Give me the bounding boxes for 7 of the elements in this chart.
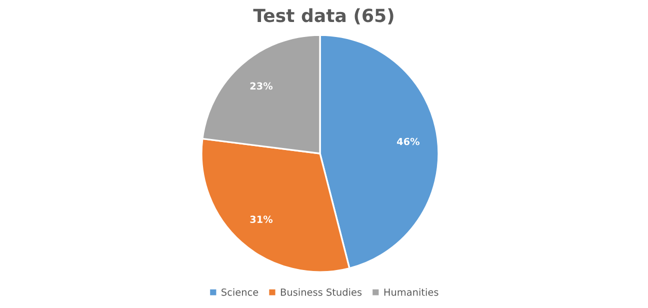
data-label: 31%	[250, 216, 273, 223]
data-label: 46%	[396, 138, 420, 146]
legend-label: Science	[222, 288, 258, 296]
chart-title: Test data (65)	[253, 8, 394, 24]
data-label: 23%	[250, 82, 273, 90]
legend-label: Humanities	[384, 288, 438, 296]
legend-label: Business Studies	[280, 288, 362, 296]
